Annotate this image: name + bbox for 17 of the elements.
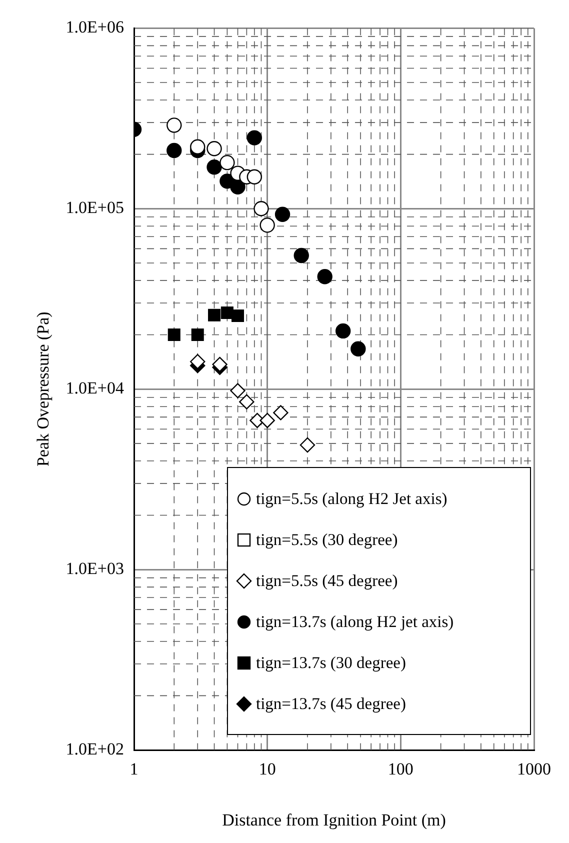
y-axis-title: Peak Ovepressure (Pa) [34,312,53,467]
legend-label: tign=13.7s (45 degree) [256,694,406,714]
x-axis-title: Distance from Ignition Point (m) [222,810,446,830]
legend-label: tign=5.5s (along H2 Jet axis) [256,488,448,508]
x-tick-label: 1 [130,760,138,779]
legend-label: tign=5.5s (45 degree) [256,570,398,590]
y-tick-label: 1.0E+06 [66,18,124,37]
y-tick-label: 1.0E+03 [66,559,124,578]
x-tick-label: 10 [258,760,276,779]
x-tick-label: 100 [388,760,414,779]
legend-label: tign=13.7s (along H2 jet axis) [256,612,454,632]
y-tick-label: 1.0E+04 [66,378,124,398]
legend-label: tign=5.5s (30 degree) [256,530,398,550]
legend-label: tign=13.7s (30 degree) [256,652,406,672]
y-tick-label: 1.0E+05 [66,198,124,218]
y-tick-label: 1.0E+02 [66,739,124,758]
x-tick-label: 1000 [517,760,551,779]
